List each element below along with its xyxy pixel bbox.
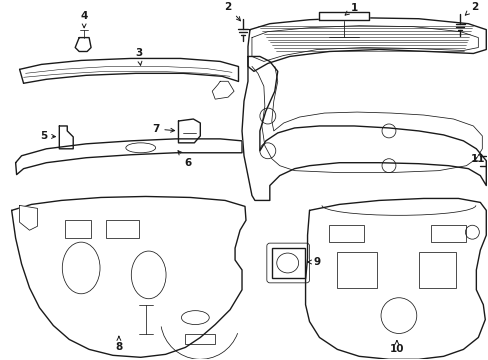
Polygon shape (20, 206, 38, 230)
Polygon shape (12, 197, 245, 357)
Text: 2: 2 (224, 2, 240, 21)
Polygon shape (178, 119, 200, 143)
Text: 3: 3 (135, 49, 142, 65)
Text: 6: 6 (178, 151, 192, 168)
Polygon shape (242, 57, 485, 201)
Text: 5: 5 (40, 131, 55, 141)
Polygon shape (75, 37, 91, 51)
Text: 8: 8 (115, 336, 122, 352)
Text: 4: 4 (81, 11, 88, 28)
Text: 10: 10 (389, 341, 404, 354)
Polygon shape (212, 81, 234, 99)
Polygon shape (319, 12, 368, 20)
Text: 9: 9 (307, 257, 321, 267)
Text: 2: 2 (465, 2, 477, 15)
Polygon shape (16, 139, 242, 175)
Polygon shape (305, 198, 485, 359)
Polygon shape (59, 126, 73, 149)
Polygon shape (247, 18, 485, 71)
Text: 11: 11 (470, 154, 485, 164)
Text: 7: 7 (152, 124, 174, 134)
Text: 1: 1 (345, 3, 357, 15)
